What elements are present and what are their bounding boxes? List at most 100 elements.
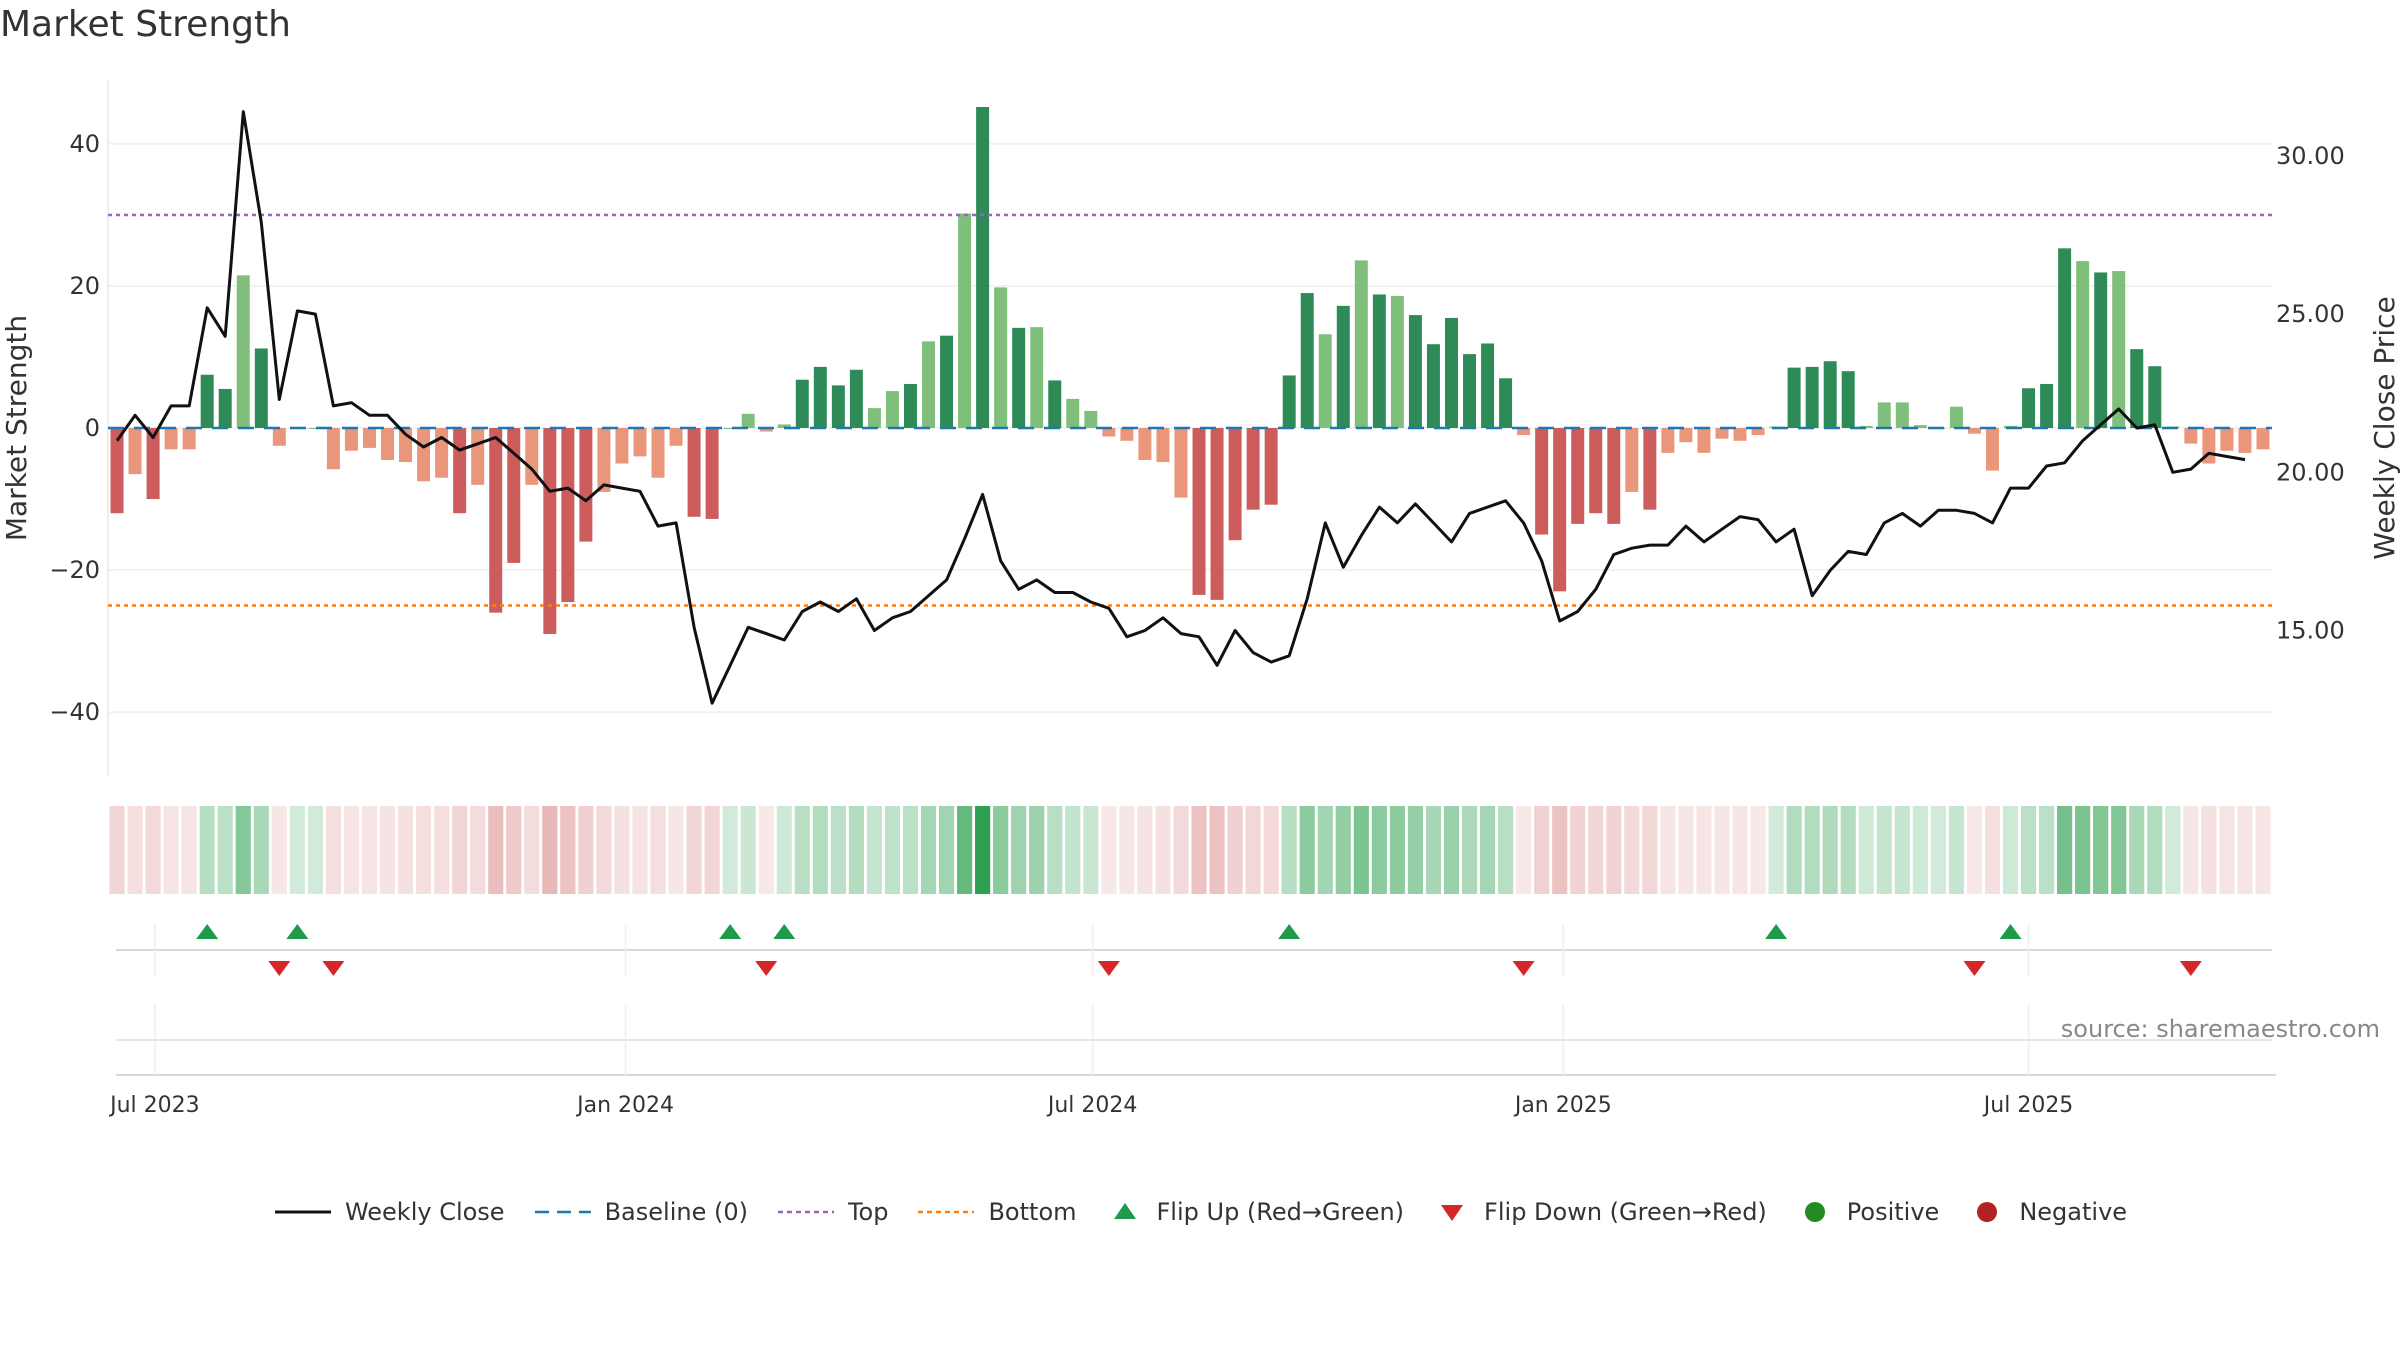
strength-bar: [1661, 428, 1675, 453]
heat-strip-cell: [830, 806, 846, 894]
heat-strip-cell: [1804, 806, 1820, 894]
heat-strip-cell: [1479, 806, 1496, 894]
heat-strip-cell: [127, 806, 143, 894]
flip-up-marker: [1999, 924, 2022, 939]
strength-bar: [759, 428, 773, 432]
heat-strip-cell: [812, 806, 828, 894]
legend-item-top: Top: [776, 1198, 889, 1226]
heat-strip-cell: [1317, 806, 1333, 894]
x-tick-label: Jan 2024: [575, 1093, 674, 1118]
y-tick-label: −40: [49, 698, 100, 726]
strength-bar: [2040, 383, 2054, 428]
heat-strip-cell: [1155, 806, 1171, 894]
y-tick-label: 40: [69, 130, 100, 158]
strength-bar: [2148, 366, 2162, 428]
source-label: source: sharemaestro.com: [2060, 1015, 2380, 1043]
strength-bar: [525, 428, 539, 485]
heat-strip-cell: [740, 806, 756, 894]
strength-bar: [1715, 428, 1729, 439]
x-tick-label: Jul 2024: [1046, 1093, 1138, 1118]
strength-bar: [308, 428, 322, 429]
heat-strip-cell: [722, 806, 738, 894]
heat-strip-cell: [235, 806, 251, 894]
line-dashed-icon: [533, 1199, 593, 1225]
heat-strip-cell: [1696, 806, 1712, 894]
heat-strip-cell: [1461, 806, 1478, 894]
heat-strip-cell: [253, 806, 269, 894]
flip-up-marker: [1765, 924, 1788, 939]
strength-bar: [1823, 361, 1837, 428]
strength-bar: [1426, 344, 1440, 428]
strength-bar: [1985, 428, 1999, 471]
legend-label: Flip Down (Green→Red): [1484, 1198, 1767, 1226]
strength-bar: [1264, 428, 1278, 505]
heat-strip-cell: [2075, 806, 2091, 894]
triangle-up-icon: [1105, 1199, 1145, 1225]
heat-strip-cell: [2020, 806, 2037, 894]
strength-bar: [1138, 428, 1152, 460]
heat-strip-cell: [2201, 806, 2217, 894]
strength-bar: [669, 428, 683, 446]
flip-down-marker: [268, 961, 291, 976]
strength-bar: [164, 428, 178, 450]
strength-bar: [1859, 425, 1873, 428]
heat-strip-cell: [1678, 806, 1694, 894]
heat-strip-cell: [307, 806, 323, 894]
heat-strip-cell: [542, 806, 558, 894]
heat-strip-cell: [1948, 806, 1964, 894]
heat-strip-cell: [1425, 806, 1442, 894]
strength-bar: [813, 366, 827, 428]
heat-strip-cell: [1119, 806, 1135, 894]
y-axis-title: Market Strength: [0, 315, 33, 541]
strength-bar: [2184, 428, 2198, 444]
strength-bar: [1066, 398, 1080, 428]
triangle-down-icon: [1432, 1199, 1472, 1225]
strength-bar: [128, 428, 142, 475]
heat-strip-cell: [109, 806, 125, 894]
y2-tick-label: 30.00: [2276, 142, 2345, 170]
strength-bar: [1030, 327, 1044, 428]
flip-down-marker: [755, 961, 778, 976]
legend-label: Top: [847, 1198, 889, 1226]
heat-strip-cell: [2183, 806, 2199, 894]
heat-strip-cell: [1245, 806, 1261, 894]
heat-strip-cell: [271, 806, 287, 894]
strength-bar: [867, 408, 881, 428]
heat-strip-cell: [2237, 806, 2253, 894]
heat-strip-cell: [325, 806, 341, 894]
strength-bar: [633, 428, 647, 457]
heat-strip-cell: [1606, 806, 1622, 894]
heat-strip-cell: [1930, 806, 1946, 894]
flip-up-marker: [286, 924, 309, 939]
heat-strip-cell: [1011, 806, 1027, 894]
heat-strip-cell: [1642, 806, 1658, 894]
flip-up-marker: [1278, 924, 1301, 939]
heat-strip-cell: [920, 806, 937, 894]
strength-bar: [1120, 428, 1134, 441]
strength-bar: [1156, 428, 1170, 463]
heat-strip-cell: [1750, 806, 1766, 894]
strength-bar: [1048, 380, 1062, 428]
heat-strip-cell: [704, 806, 720, 894]
heat-strip-cell: [1389, 806, 1405, 894]
y2-axis-title: Weekly Close Price: [2368, 296, 2400, 559]
strength-bar: [705, 428, 719, 519]
strength-bar: [182, 428, 196, 450]
strength-bar: [2130, 349, 2144, 428]
strength-bar: [543, 428, 557, 634]
strength-bar: [381, 428, 395, 460]
heat-strip-cell: [1840, 806, 1856, 894]
strength-bar: [1571, 428, 1585, 524]
strength-bar: [903, 383, 917, 428]
legend-item-baseline: Baseline (0): [533, 1198, 748, 1226]
strength-bar: [795, 379, 809, 428]
heat-strip-cell: [2057, 806, 2073, 894]
flip-up-marker: [196, 924, 219, 939]
heat-strip-cell: [1588, 806, 1604, 894]
strength-bar: [1174, 428, 1188, 498]
legend-item-weekly-close: Weekly Close: [273, 1198, 505, 1226]
strength-bar: [940, 335, 954, 428]
strength-bar: [2076, 261, 2090, 428]
strength-bar: [958, 213, 972, 428]
strength-bar: [597, 428, 611, 492]
